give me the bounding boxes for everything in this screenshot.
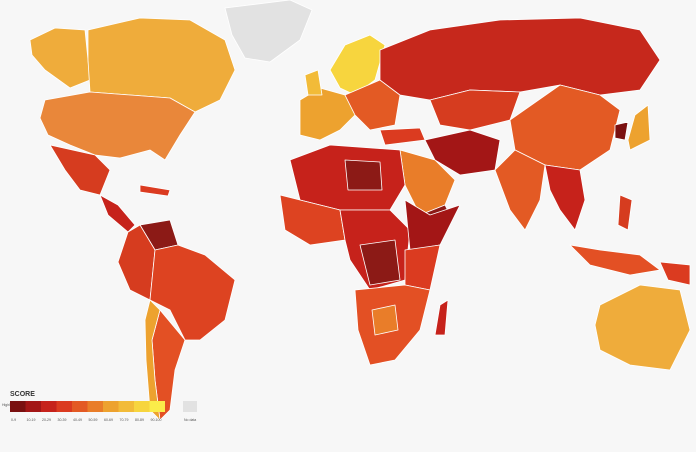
legend-swatch (149, 401, 165, 412)
legend-swatch (134, 401, 150, 412)
legend-label: 90-100 (151, 418, 162, 422)
legend-swatch (103, 401, 119, 412)
central-america (99, 194, 136, 233)
legend-swatch (56, 401, 72, 412)
legend-title: SCORE (10, 391, 35, 398)
southeast-asia (544, 164, 586, 231)
caribbean (139, 184, 171, 197)
greenland (224, 0, 313, 63)
legend-swatch (87, 401, 103, 412)
west-africa (279, 194, 346, 246)
legend-swatch (72, 401, 88, 412)
papua (659, 261, 691, 286)
legend-label: 10-19 (27, 418, 36, 422)
botswana (371, 304, 399, 336)
madagascar (434, 299, 449, 336)
legend-swatch (118, 401, 134, 412)
legend-swatch (183, 401, 197, 412)
indonesia (569, 244, 661, 276)
australia (594, 284, 691, 371)
canada (87, 17, 236, 113)
horn-of-africa (404, 199, 461, 251)
world-map (29, 0, 691, 421)
western-europe (299, 87, 356, 141)
libya (344, 159, 383, 191)
uk (304, 69, 323, 96)
legend-label: 20-29 (42, 418, 51, 422)
legend-label: 40-49 (73, 418, 82, 422)
alaska (29, 27, 91, 89)
legend-swatch (10, 401, 26, 412)
legend-swatch (41, 401, 57, 412)
congo (359, 239, 401, 286)
korea (614, 121, 629, 141)
legend-swatch (25, 401, 41, 412)
legend-label: No data (184, 418, 196, 422)
legend-label: 30-39 (58, 418, 67, 422)
philippines (617, 194, 633, 231)
brazil (149, 244, 236, 341)
chile (144, 299, 161, 421)
legend-label: 80-89 (135, 418, 144, 422)
india (494, 149, 546, 231)
legend-label: 60-69 (104, 418, 113, 422)
legend: SCORE Highly corrupt 0-910-1920-2930-394… (2, 391, 197, 422)
legend-label: 0-9 (11, 418, 16, 422)
usa (39, 91, 196, 161)
legend-label: 50-59 (89, 418, 98, 422)
japan (627, 104, 651, 151)
legend-label: 70-79 (120, 418, 129, 422)
